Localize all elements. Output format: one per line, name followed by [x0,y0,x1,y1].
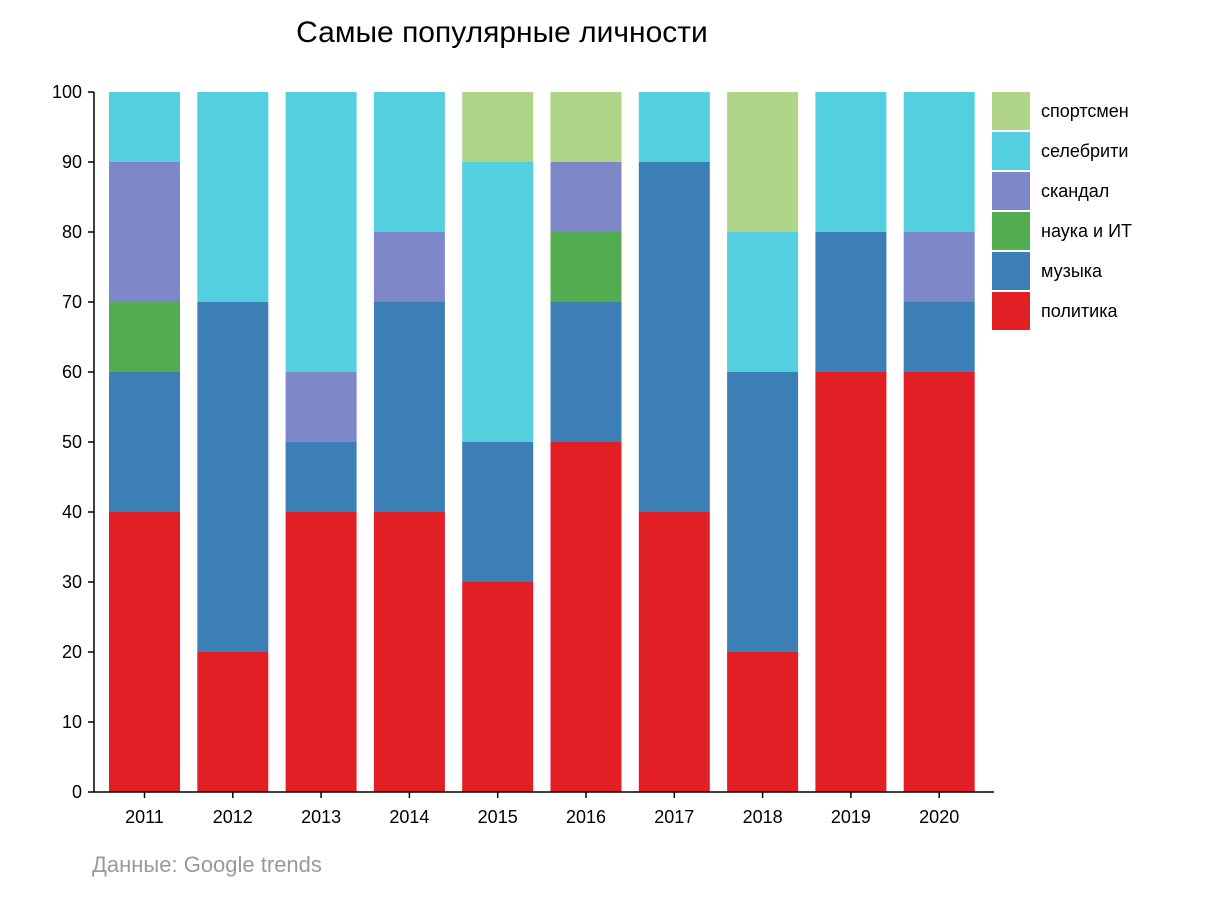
bar-2016-science-it [550,232,622,302]
y-tick-label-100: 100 [52,82,82,102]
bar-2013-scandal [285,372,357,442]
bar-2015-athlete [462,92,534,162]
y-tick-label-70: 70 [62,292,82,312]
bars-layer [109,92,975,792]
bar-2013-celebrity [285,92,357,372]
bar-2017-celebrity [638,92,710,162]
bar-2014-politics [373,512,445,792]
bar-2016-music [550,302,622,442]
axes-layer: 0 10 20 30 40 50 60 70 80 90 100 2011 2012 2013 2014 20… [52,82,994,827]
legend-swatch-celebrity [992,132,1030,170]
bar-2011-science-it [109,302,180,372]
bar-2019-politics [815,372,887,792]
bar-2012-music [197,302,269,652]
legend-swatch-politics [992,292,1030,330]
chart-title: Самые популярные личности [296,16,708,49]
x-tick-label-2017: 2017 [654,807,694,827]
x-tick-label-2018: 2018 [743,807,783,827]
bar-2011-scandal [109,162,180,302]
bar-2018-music [727,372,799,652]
bar-2020-politics [903,372,975,792]
bar-2020-music [903,302,975,372]
bar-2016-scandal [550,162,622,232]
bar-2012-celebrity [197,92,269,302]
legend-label-celebrity: селебрити [1041,141,1128,161]
legend-swatch-science-it [992,212,1030,250]
y-tick-label-60: 60 [62,362,82,382]
bar-2014-celebrity [373,92,445,232]
y-tick-label-10: 10 [62,712,82,732]
bar-2014-scandal [373,232,445,302]
bar-2012-politics [197,652,269,792]
bar-2011-politics [109,512,180,792]
bar-2020-celebrity [903,92,975,232]
legend: спортсмен селебрити скандал наука и ИТ музык… [992,92,1132,330]
y-tick-label-80: 80 [62,222,82,242]
bar-2018-athlete [727,92,799,232]
y-tick-label-90: 90 [62,152,82,172]
y-tick-label-50: 50 [62,432,82,452]
legend-swatch-athlete [992,92,1030,130]
bar-2015-politics [462,582,534,792]
bar-2013-music [285,442,357,512]
legend-label-science-it: наука и ИТ [1041,221,1132,241]
y-tick-label-30: 30 [62,572,82,592]
x-tick-label-2015: 2015 [478,807,518,827]
x-tick-label-2019: 2019 [831,807,871,827]
legend-swatch-music [992,252,1030,290]
x-tick-label-2016: 2016 [566,807,606,827]
bar-2014-music [373,302,445,512]
bar-2013-politics [285,512,357,792]
bar-2018-celebrity [727,232,799,372]
x-tick-label-2011: 2011 [125,807,164,827]
legend-swatch-scandal [992,172,1030,210]
y-tick-label-40: 40 [62,502,82,522]
y-tick-label-20: 20 [62,642,82,662]
x-tick-label-2014: 2014 [389,807,429,827]
y-tick-label-0: 0 [72,782,82,802]
bar-2017-music [638,162,710,512]
bar-2016-athlete [550,92,622,162]
legend-label-scandal: скандал [1041,181,1109,201]
bar-2016-politics [550,442,622,792]
bar-2015-celebrity [462,162,534,442]
bar-2011-celebrity [109,92,180,162]
bar-2019-music [815,232,887,372]
bar-2020-scandal [903,232,975,302]
source-note: Данные: Google trends [92,852,322,877]
bar-2011-music [109,372,180,512]
x-tick-label-2012: 2012 [213,807,253,827]
legend-label-music: музыка [1041,261,1103,281]
bar-2015-music [462,442,534,582]
x-tick-label-2020: 2020 [919,807,959,827]
bar-2019-celebrity [815,92,887,232]
legend-label-athlete: спортсмен [1041,101,1129,121]
bar-2017-politics [638,512,710,792]
legend-label-politics: политика [1041,301,1118,321]
x-tick-label-2013: 2013 [301,807,341,827]
bar-2018-politics [727,652,799,792]
